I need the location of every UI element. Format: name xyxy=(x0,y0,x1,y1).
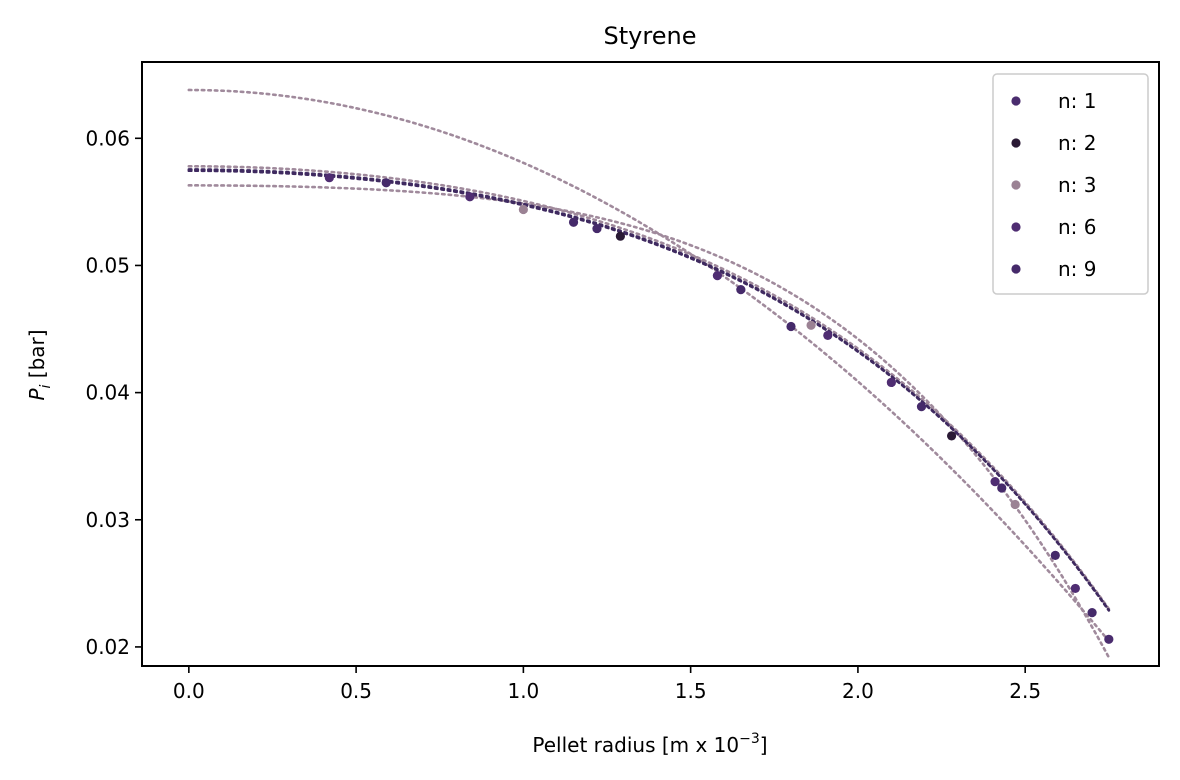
y-tick-label: 0.04 xyxy=(85,381,130,405)
data-point-s4-1 xyxy=(324,173,334,183)
x-axis-title-end: ] xyxy=(760,733,768,757)
data-point-s4-5 xyxy=(886,377,896,388)
legend-label: n: 2 xyxy=(1058,131,1097,155)
x-tick-label: 0.5 xyxy=(340,679,372,703)
y-axis-title-unit: [bar] xyxy=(25,329,49,384)
data-point-s5-7 xyxy=(997,483,1007,493)
data-point-s5-1 xyxy=(381,178,391,188)
data-point-s4-7 xyxy=(1070,583,1080,594)
data-point-s3-2 xyxy=(806,320,816,330)
x-tick-label: 2.0 xyxy=(842,679,874,703)
y-tick-label: 0.06 xyxy=(85,126,130,150)
legend: n: 1 n: 2 n: 3 n: 6 n: 9 xyxy=(992,73,1149,295)
data-point-s4-6 xyxy=(990,477,1000,487)
legend-box xyxy=(992,73,1149,295)
data-point-s2-1 xyxy=(615,231,625,241)
y-axis-title-symbol: P xyxy=(25,388,49,401)
data-point-s5-6 xyxy=(916,402,927,412)
x-tick-label: 2.5 xyxy=(1009,679,1041,703)
y-tick-label: 0.05 xyxy=(85,253,130,277)
x-axis-title-exponent: −3 xyxy=(739,731,760,747)
y-axis-title: Pi [bar] xyxy=(25,329,54,400)
x-axis-title: Pellet radius [m x 10−3] xyxy=(532,731,767,757)
data-point-s5-8 xyxy=(1050,550,1060,560)
y-tick-label: 0.02 xyxy=(85,635,130,659)
legend-label: n: 1 xyxy=(1058,89,1097,113)
data-point-s4-4 xyxy=(823,330,833,340)
legend-label: n: 9 xyxy=(1058,257,1097,281)
data-point-s1-1 xyxy=(1104,634,1114,644)
x-axis: 0.0 0.5 1.0 1.5 2.0 2.5 xyxy=(173,666,1041,703)
fit-curve-1 xyxy=(187,88,1111,643)
data-point-s5-9 xyxy=(1087,607,1097,618)
data-point-s4-2 xyxy=(465,192,475,202)
x-tick-label: 1.0 xyxy=(507,679,539,703)
data-point-s5-4 xyxy=(736,285,746,295)
legend-marker xyxy=(1011,180,1021,190)
legend-label: n: 6 xyxy=(1058,215,1097,239)
fit-curve-3 xyxy=(187,164,1111,611)
data-point-s5-3 xyxy=(592,223,602,234)
data-point-s3-3 xyxy=(1010,499,1020,510)
fit-curve-5 xyxy=(187,169,1111,612)
x-tick-label: 1.5 xyxy=(675,679,707,703)
data-point-s5-5 xyxy=(786,321,796,332)
fit-curves xyxy=(187,88,1111,659)
legend-marker xyxy=(1011,138,1021,148)
plot-frame xyxy=(141,61,1160,667)
chart-title: Styrene xyxy=(604,22,697,50)
data-point-s5-2 xyxy=(568,217,579,227)
y-axis: 0.02 0.03 0.04 0.05 0.06 xyxy=(85,126,142,659)
data-point-s4-3 xyxy=(712,271,723,281)
legend-label: n: 3 xyxy=(1058,173,1097,197)
legend-marker xyxy=(1011,222,1021,232)
y-axis-title-subscript: i xyxy=(38,384,54,388)
x-tick-label: 0.0 xyxy=(173,679,205,703)
x-axis-title-main: Pellet radius [m x 10 xyxy=(532,733,739,757)
legend-marker xyxy=(1011,96,1021,106)
data-points xyxy=(324,173,1114,644)
data-point-s3-1 xyxy=(518,204,528,215)
y-tick-label: 0.03 xyxy=(85,508,130,532)
legend-marker xyxy=(1011,264,1021,274)
data-point-s2-2 xyxy=(946,431,957,441)
